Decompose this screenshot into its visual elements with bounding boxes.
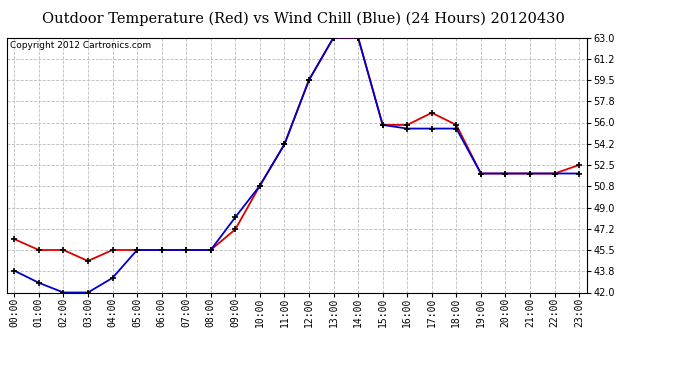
Text: Outdoor Temperature (Red) vs Wind Chill (Blue) (24 Hours) 20120430: Outdoor Temperature (Red) vs Wind Chill …	[42, 11, 565, 26]
Text: Copyright 2012 Cartronics.com: Copyright 2012 Cartronics.com	[10, 41, 151, 50]
